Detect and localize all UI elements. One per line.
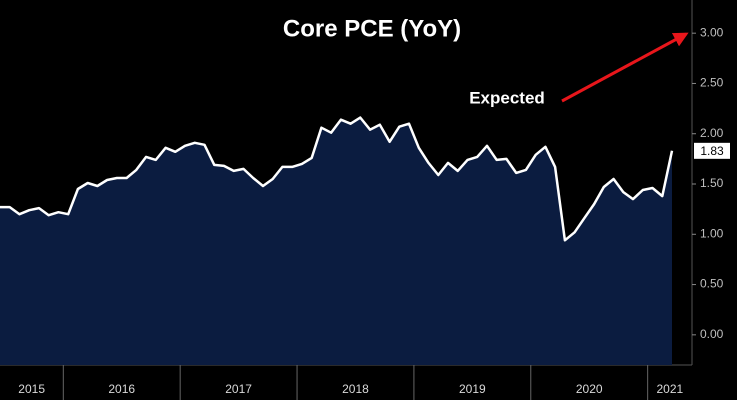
line	[0, 116, 674, 242]
y-tick-label: 0.00	[700, 327, 724, 341]
x-tick-label: 2020	[576, 382, 603, 396]
y-tick-label: 2.00	[700, 126, 724, 140]
y-tick-label: 0.50	[700, 277, 724, 291]
x-tick-label: 2016	[108, 382, 135, 396]
x-tick-label: 2021	[656, 382, 683, 396]
x-tick-label: 2019	[459, 382, 486, 396]
area	[0, 117, 672, 365]
y-tick-label: 2.50	[700, 76, 724, 90]
annotation: Expected	[469, 88, 545, 107]
x-tick-label: 2017	[225, 382, 252, 396]
y-tick-label: 1.50	[700, 176, 724, 190]
y-tick-label: 3.00	[700, 25, 724, 39]
x-tick-label: 2018	[342, 382, 369, 396]
last-value-label: 1.83	[700, 144, 724, 158]
y-tick-label: 1.00	[700, 226, 724, 240]
x-tick-label: 2015	[18, 382, 45, 396]
last-value-box	[694, 142, 730, 159]
annotation-arrow	[561, 32, 689, 103]
chart-title: Core PCE (YoY)	[283, 15, 461, 42]
